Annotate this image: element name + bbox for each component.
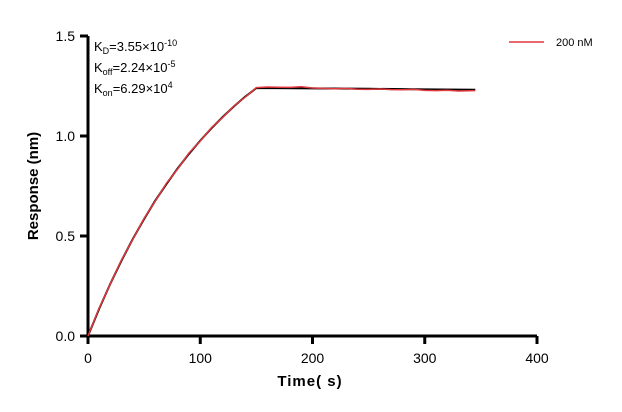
y-tick-label: 1.0: [56, 128, 76, 144]
y-tick-label: 1.5: [56, 28, 76, 44]
kinetics-annotations: KD=3.55×10-10 Koff=2.24×10-5 Kon=6.29×10…: [94, 38, 177, 98]
y-tick-label: 0.5: [56, 228, 76, 244]
legend-label-200nm: 200 nM: [556, 37, 593, 49]
y-axis-label: Response (nm): [25, 132, 42, 240]
x-tick-label: 200: [301, 350, 325, 366]
kd-annotation: KD=3.55×10-10: [94, 38, 177, 56]
legend: 200 nM: [509, 37, 593, 49]
y-tick-label: 0.0: [56, 328, 76, 344]
fit-curve: [87, 86, 476, 337]
x-tick-label: 300: [413, 350, 437, 366]
x-axis-label: Time( s): [277, 373, 342, 390]
koff-annotation: Koff=2.24×10-5: [94, 59, 175, 77]
x-tick-label: 100: [189, 350, 213, 366]
x-tick-label: 0: [84, 350, 92, 366]
x-tick-label: 400: [525, 350, 549, 366]
series-line-200nm: [87, 86, 476, 337]
kon-annotation: Kon=6.29×104: [94, 80, 173, 98]
